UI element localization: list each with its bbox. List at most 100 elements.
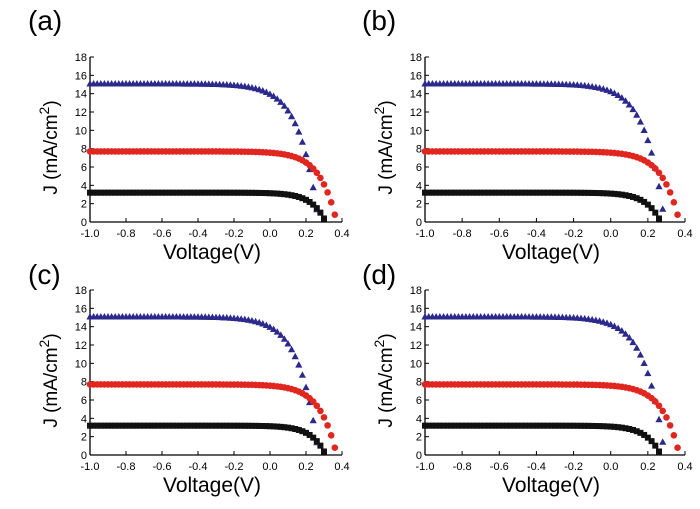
y-tick-label: 14 — [75, 322, 87, 334]
x-tick-label: -0.2 — [564, 461, 583, 473]
data-point — [313, 205, 320, 212]
data-point — [310, 201, 317, 208]
data-point — [621, 330, 630, 337]
data-point — [173, 189, 180, 196]
data-point — [610, 322, 619, 329]
data-point — [285, 424, 291, 431]
data-point — [288, 345, 296, 353]
data-point — [267, 423, 273, 430]
y-axis-title-close: ) — [376, 333, 397, 339]
data-point — [655, 415, 663, 423]
data-point — [249, 422, 255, 429]
y-tick-label: 18 — [410, 52, 422, 64]
data-point — [615, 424, 622, 431]
y-tick-label: 2 — [416, 432, 422, 444]
data-point — [633, 428, 640, 435]
y-axis-title-sup: 2 — [371, 106, 387, 114]
data-point — [302, 150, 310, 158]
data-point — [285, 191, 291, 198]
y-axis-title-sup: 2 — [371, 339, 387, 347]
data-point — [666, 422, 674, 429]
data-point — [112, 189, 119, 196]
data-point — [585, 189, 592, 196]
data-point — [636, 118, 645, 125]
data-point — [429, 189, 436, 196]
y-tick-label: 12 — [75, 340, 87, 352]
data-point — [644, 369, 652, 377]
x-tick-label: 0.0 — [603, 461, 618, 473]
data-point — [581, 189, 588, 196]
data-point — [155, 189, 162, 196]
data-point — [659, 174, 667, 182]
y-tick-label: 8 — [416, 377, 422, 389]
data-point — [256, 422, 263, 429]
data-point — [295, 128, 303, 135]
data-point — [306, 431, 313, 438]
data-point — [637, 196, 644, 203]
data-point — [633, 111, 641, 118]
x-tick-label: 0.0 — [262, 228, 277, 240]
data-point — [277, 423, 284, 430]
data-point — [327, 432, 335, 439]
panel-label: (d) — [362, 259, 396, 290]
data-point — [648, 205, 655, 212]
data-point — [548, 189, 555, 196]
data-point — [670, 432, 678, 439]
data-point — [596, 190, 603, 197]
data-point — [281, 424, 288, 431]
y-tick-label: 0 — [81, 450, 87, 462]
data-point — [280, 335, 288, 342]
data-point — [302, 383, 310, 391]
data-point — [655, 402, 663, 410]
data-point — [507, 422, 514, 429]
data-point — [574, 189, 581, 196]
data-point — [566, 422, 573, 429]
data-point — [321, 215, 327, 222]
data-point — [440, 422, 447, 429]
data-point — [90, 189, 97, 196]
y-axis-title-sup: 2 — [36, 106, 52, 114]
y-tick-label: 0 — [416, 450, 422, 462]
data-point — [611, 190, 618, 197]
data-point — [474, 189, 480, 196]
data-point — [666, 189, 674, 196]
x-tick-label: -0.4 — [527, 228, 546, 240]
data-point — [198, 422, 205, 429]
data-point — [522, 189, 529, 196]
data-point — [511, 189, 518, 196]
data-point — [529, 189, 536, 196]
x-tick-label: -0.8 — [117, 461, 136, 473]
data-point — [97, 189, 104, 196]
data-point — [585, 422, 592, 429]
data-point — [663, 181, 670, 188]
x-tick-label: -0.6 — [490, 461, 509, 473]
data-point — [133, 189, 140, 196]
data-point — [198, 189, 205, 196]
data-point — [166, 422, 173, 429]
data-point — [552, 422, 558, 429]
data-point — [422, 422, 428, 429]
data-point — [641, 198, 648, 205]
data-point — [589, 422, 596, 429]
data-point — [144, 422, 151, 429]
data-point — [148, 189, 155, 196]
data-point — [485, 422, 492, 429]
data-point — [126, 422, 133, 429]
data-point — [123, 189, 129, 196]
data-point — [281, 191, 288, 198]
panel-a: (a) 0 2 4 6 8 10 12 14 16 18 -1.0 -0.8 -0.6 -0.4 -0.2 0.… — [28, 5, 350, 264]
data-point — [187, 189, 194, 196]
data-point — [604, 190, 610, 197]
data-point — [115, 189, 122, 196]
data-point — [277, 190, 284, 197]
data-point — [570, 422, 577, 429]
data-point — [191, 422, 198, 429]
data-point — [640, 359, 648, 366]
data-point — [652, 442, 659, 449]
data-point — [607, 320, 615, 328]
data-point — [273, 95, 281, 102]
data-point — [462, 422, 469, 429]
x-tick-label: 0.4 — [334, 461, 349, 473]
data-point — [119, 189, 126, 196]
y-tick-label: 4 — [81, 413, 87, 425]
